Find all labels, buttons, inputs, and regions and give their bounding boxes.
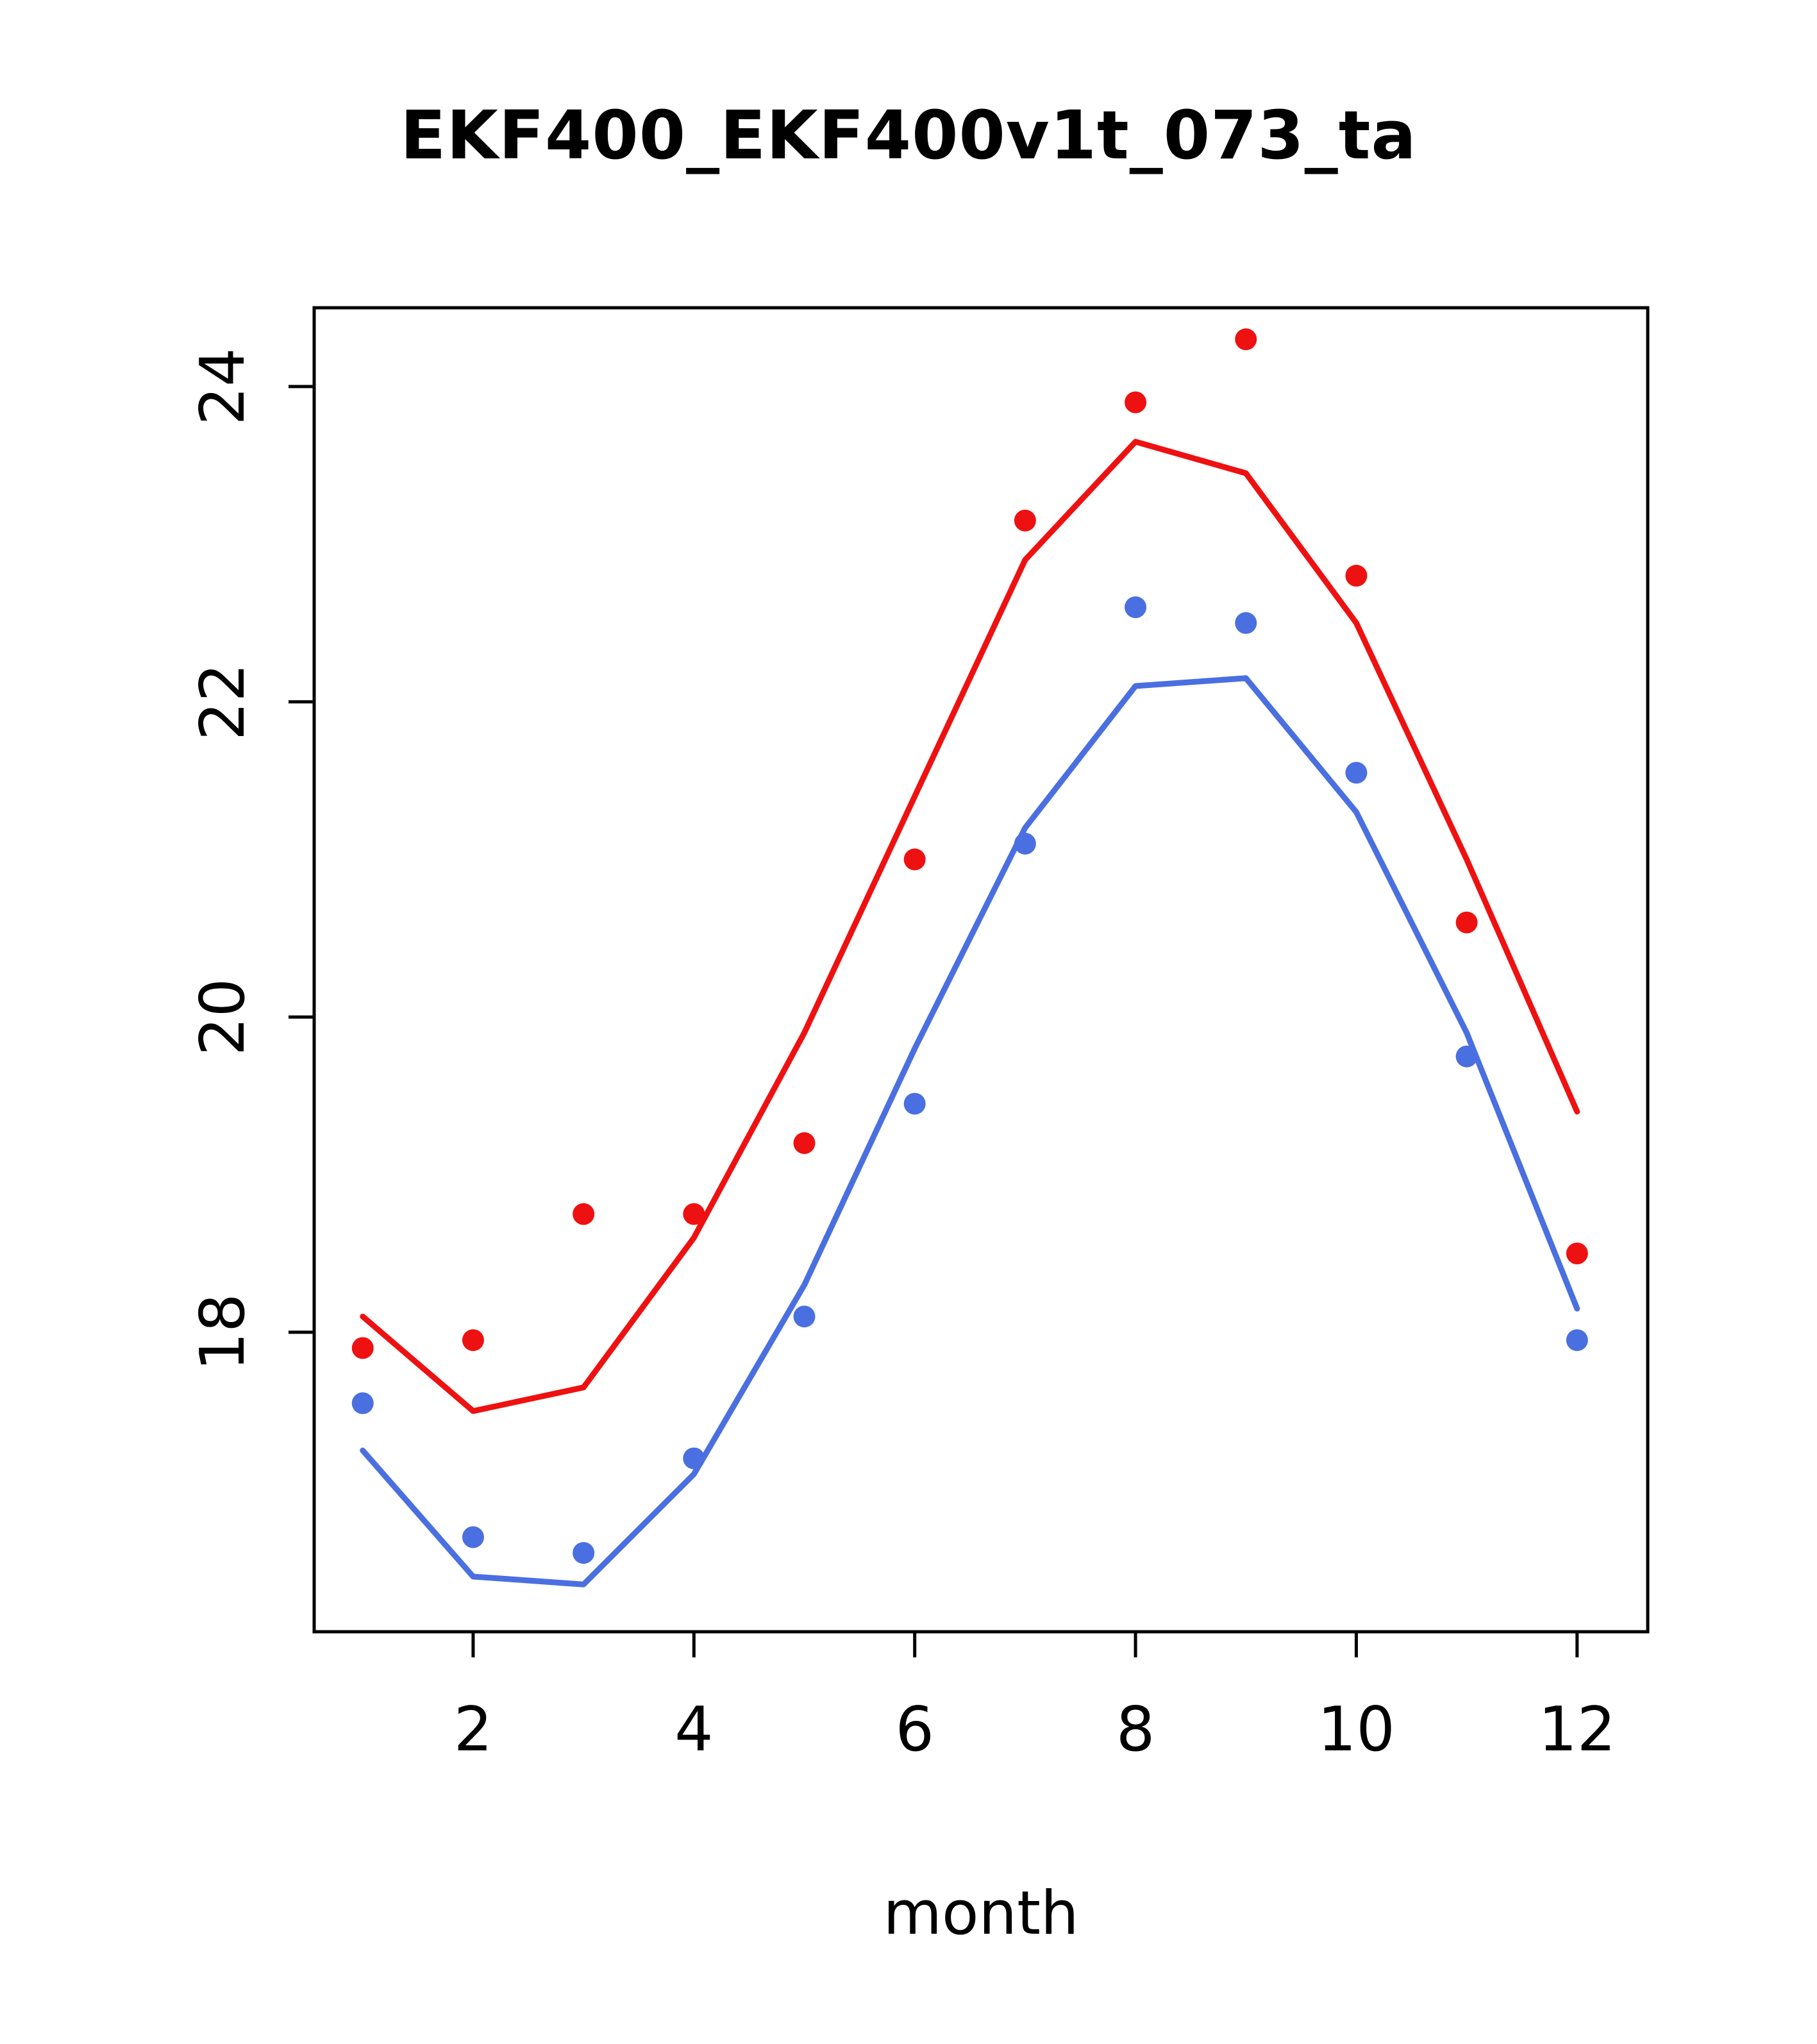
- point-blue-points: [683, 1447, 705, 1470]
- point-red-points: [351, 1337, 374, 1359]
- chart-title: EKF400_EKF400v1t_073_ta: [400, 96, 1417, 174]
- point-red-points: [903, 848, 926, 871]
- point-red-points: [1014, 509, 1036, 532]
- point-blue-points: [1455, 1045, 1478, 1068]
- series-blue-line: [360, 675, 1580, 1587]
- point-red-points: [1235, 328, 1257, 351]
- x-tick-label: 2: [454, 1695, 492, 1765]
- y-tick-label: 22: [188, 663, 258, 741]
- point-blue-points: [793, 1305, 816, 1328]
- series-red-line: [360, 439, 1580, 1414]
- y-tick-label: 24: [188, 348, 258, 425]
- x-tick-label: 4: [674, 1695, 713, 1765]
- point-red-points: [793, 1132, 816, 1154]
- point-blue-points: [1125, 596, 1147, 619]
- point-blue-points: [1566, 1329, 1588, 1352]
- point-red-points: [573, 1203, 595, 1225]
- point-red-points: [1125, 391, 1147, 414]
- x-tick-label: 10: [1318, 1695, 1395, 1765]
- y-tick-label: 18: [188, 1293, 258, 1371]
- point-red-points: [462, 1329, 484, 1352]
- point-blue-points: [1235, 612, 1257, 634]
- point-blue-points: [1345, 762, 1368, 784]
- point-red-points: [1345, 564, 1368, 587]
- x-tick-label: 6: [895, 1695, 934, 1765]
- point-blue-points: [462, 1526, 484, 1548]
- x-tick-label: 12: [1538, 1695, 1616, 1765]
- point-blue-points: [903, 1093, 926, 1115]
- point-red-points: [1566, 1243, 1588, 1264]
- plot-box: [312, 306, 1650, 1634]
- point-blue-points: [351, 1392, 374, 1414]
- point-red-points: [683, 1203, 705, 1225]
- point-red-points: [1455, 911, 1478, 934]
- point-blue-points: [573, 1542, 595, 1564]
- x-tick-label: 8: [1116, 1695, 1155, 1765]
- x-axis-label: month: [883, 1879, 1079, 1948]
- point-blue-points: [1014, 832, 1036, 855]
- y-tick-label: 20: [188, 978, 258, 1056]
